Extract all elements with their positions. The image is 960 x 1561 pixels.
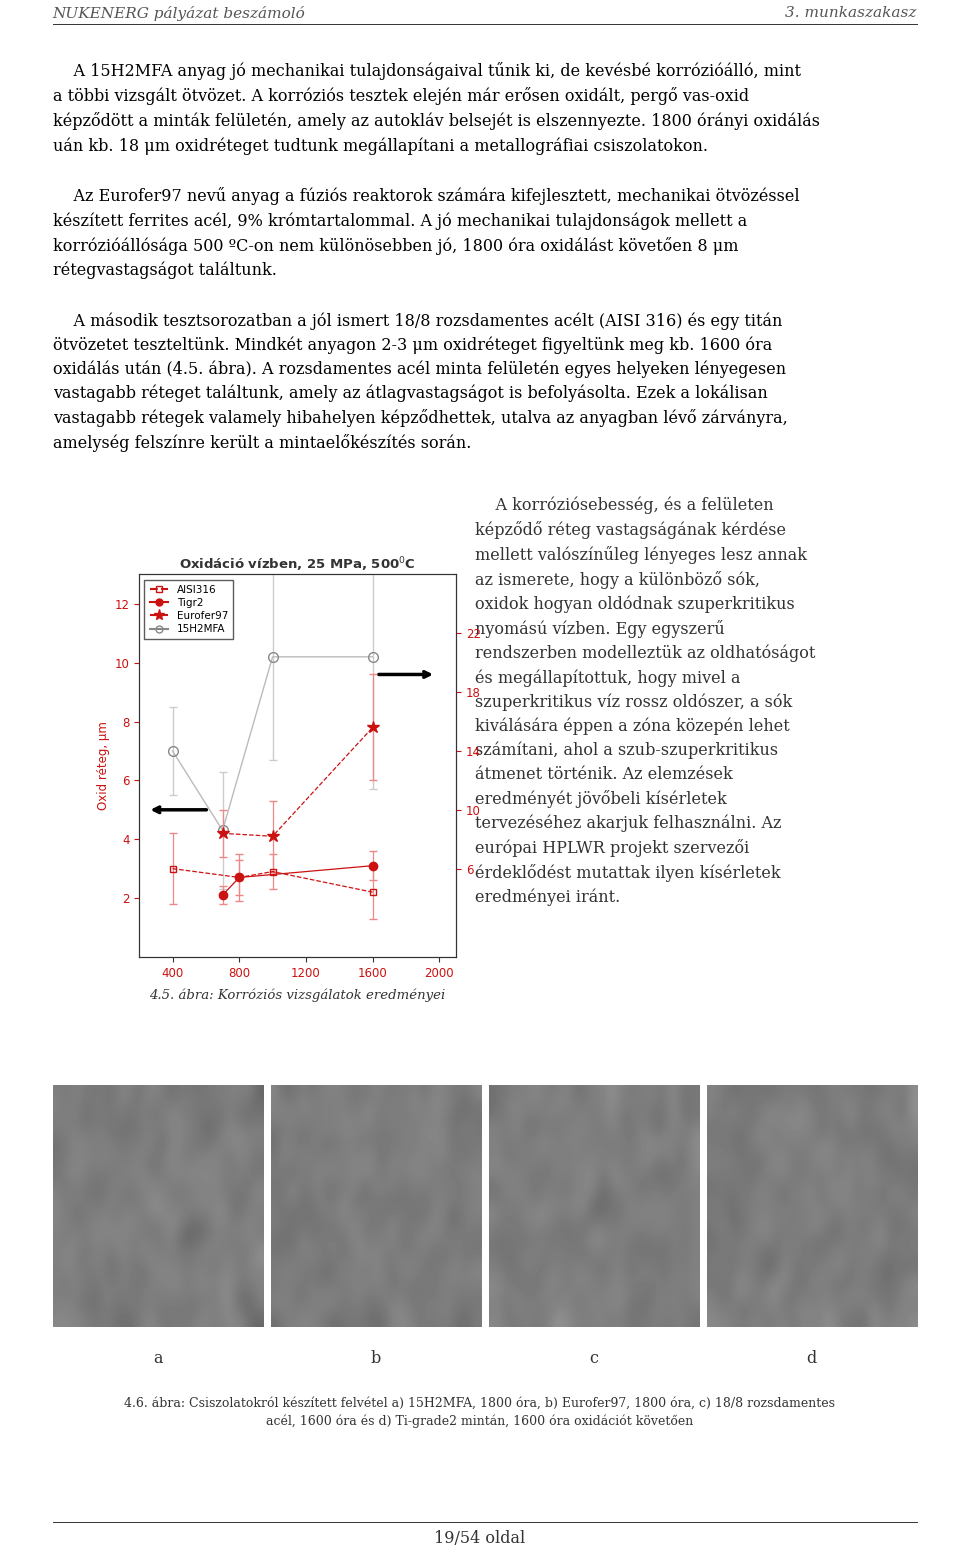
Text: a: a (154, 1350, 162, 1367)
Title: Oxidáció vízben, 25 MPa, 500$^0$C: Oxidáció vízben, 25 MPa, 500$^0$C (180, 556, 416, 573)
Text: Az Eurofer97 nevű anyag a fúziós reaktorok számára kifejlesztett, mechanikai ötv: Az Eurofer97 nevű anyag a fúziós reaktor… (53, 187, 800, 279)
Text: c: c (589, 1350, 598, 1367)
Text: 3. munkaszakasz: 3. munkaszakasz (785, 6, 917, 20)
Text: 19/54 oldal: 19/54 oldal (434, 1530, 526, 1547)
Text: b: b (371, 1350, 381, 1367)
Text: A korróziósebesség, és a felületen
képződő réteg vastagságának kérdése
mellett v: A korróziósebesség, és a felületen képző… (475, 496, 816, 907)
Y-axis label: Oxid réteg, μm: Oxid réteg, μm (97, 721, 110, 810)
Text: A második tesztsorozatban a jól ismert 18/8 rozsdamentes acélt (AISI 316) és egy: A második tesztsorozatban a jól ismert 1… (53, 312, 787, 453)
Text: 4.6. ábra: Csiszolatokról készített felvétel a) 15H2MFA, 1800 óra, b) Eurofer97,: 4.6. ábra: Csiszolatokról készített felv… (125, 1397, 835, 1428)
Legend: AISI316, Tigr2, Eurofer97, 15H2MFA: AISI316, Tigr2, Eurofer97, 15H2MFA (144, 579, 233, 640)
Text: A 15H2MFA anyag jó mechanikai tulajdonságaival tűnik ki, de kevésbé korrózióálló: A 15H2MFA anyag jó mechanikai tulajdonsá… (53, 62, 820, 155)
Text: NUKENERG pályázat beszámoló: NUKENERG pályázat beszámoló (53, 6, 305, 22)
Text: d: d (806, 1350, 817, 1367)
Text: 4.5. ábra: Korróziós vizsgálatok eredményei: 4.5. ábra: Korróziós vizsgálatok eredmén… (150, 988, 445, 1002)
